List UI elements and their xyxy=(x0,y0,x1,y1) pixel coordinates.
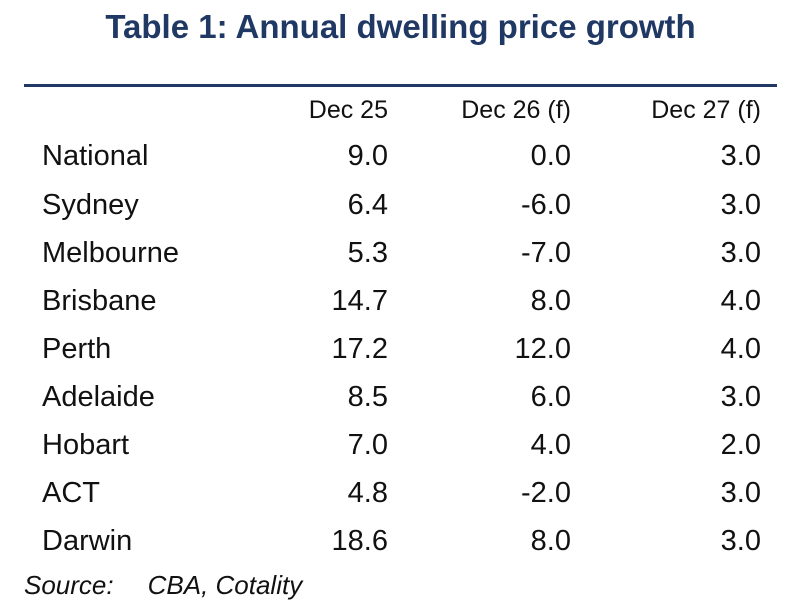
source-note: Source: CBA, Cotality xyxy=(24,570,302,601)
row-label: Melbourne xyxy=(42,237,180,269)
cell-value: 3.0 xyxy=(720,525,761,557)
column-header-dec-26: Dec 26 (f) xyxy=(461,96,571,124)
cell-value: -2.0 xyxy=(521,477,571,509)
row-label: ACT xyxy=(42,477,100,509)
row-label: Hobart xyxy=(42,429,130,461)
row-label: Brisbane xyxy=(42,285,157,317)
cell-value: 3.0 xyxy=(720,189,761,221)
table-row: Hobart 7.0 4.0 2.0 xyxy=(0,429,801,473)
row-label: Darwin xyxy=(42,525,133,557)
row-label: National xyxy=(42,140,149,172)
table-row: Adelaide 8.5 6.0 3.0 xyxy=(0,381,801,425)
cell-value: 4.8 xyxy=(347,477,388,509)
cell-value: -7.0 xyxy=(521,237,571,269)
cell-value: -6.0 xyxy=(521,189,571,221)
cell-value: 8.5 xyxy=(347,381,388,413)
cell-value: 4.0 xyxy=(530,429,571,461)
cell-value: 3.0 xyxy=(720,477,761,509)
table-row: ACT 4.8 -2.0 3.0 xyxy=(0,477,801,521)
source-text: CBA, Cotality xyxy=(147,570,303,600)
row-label: Sydney xyxy=(42,189,139,221)
column-header-dec-25: Dec 25 xyxy=(308,96,388,124)
table-row: Melbourne 5.3 -7.0 3.0 xyxy=(0,237,801,281)
cell-value: 8.0 xyxy=(530,285,571,317)
table-row: Perth 17.2 12.0 4.0 xyxy=(0,333,801,377)
column-header-dec-27: Dec 27 (f) xyxy=(651,96,761,124)
cell-value: 6.0 xyxy=(530,381,571,413)
cell-value: 12.0 xyxy=(514,333,571,365)
cell-value: 0.0 xyxy=(530,140,571,172)
cell-value: 18.6 xyxy=(331,525,388,557)
table-title: Table 1: Annual dwelling price growth xyxy=(105,8,696,45)
cell-value: 4.0 xyxy=(720,333,761,365)
cell-value: 8.0 xyxy=(530,525,571,557)
cell-value: 3.0 xyxy=(720,237,761,269)
table-row: Darwin 18.6 8.0 3.0 xyxy=(0,525,801,569)
header-rule xyxy=(24,84,777,87)
cell-value: 7.0 xyxy=(347,429,388,461)
source-label: Source: xyxy=(24,570,114,600)
cell-value: 6.4 xyxy=(347,189,388,221)
table-row: Sydney 6.4 -6.0 3.0 xyxy=(0,189,801,233)
cell-value: 17.2 xyxy=(331,333,388,365)
cell-value: 3.0 xyxy=(720,140,761,172)
row-label: Perth xyxy=(42,333,112,365)
table-row: Brisbane 14.7 8.0 4.0 xyxy=(0,285,801,329)
cell-value: 9.0 xyxy=(347,140,388,172)
row-label: Adelaide xyxy=(42,381,155,413)
cell-value: 3.0 xyxy=(720,381,761,413)
table-row: National 9.0 0.0 3.0 xyxy=(0,140,801,184)
cell-value: 4.0 xyxy=(720,285,761,317)
cell-value: 14.7 xyxy=(331,285,388,317)
cell-value: 2.0 xyxy=(720,429,761,461)
cell-value: 5.3 xyxy=(347,237,388,269)
